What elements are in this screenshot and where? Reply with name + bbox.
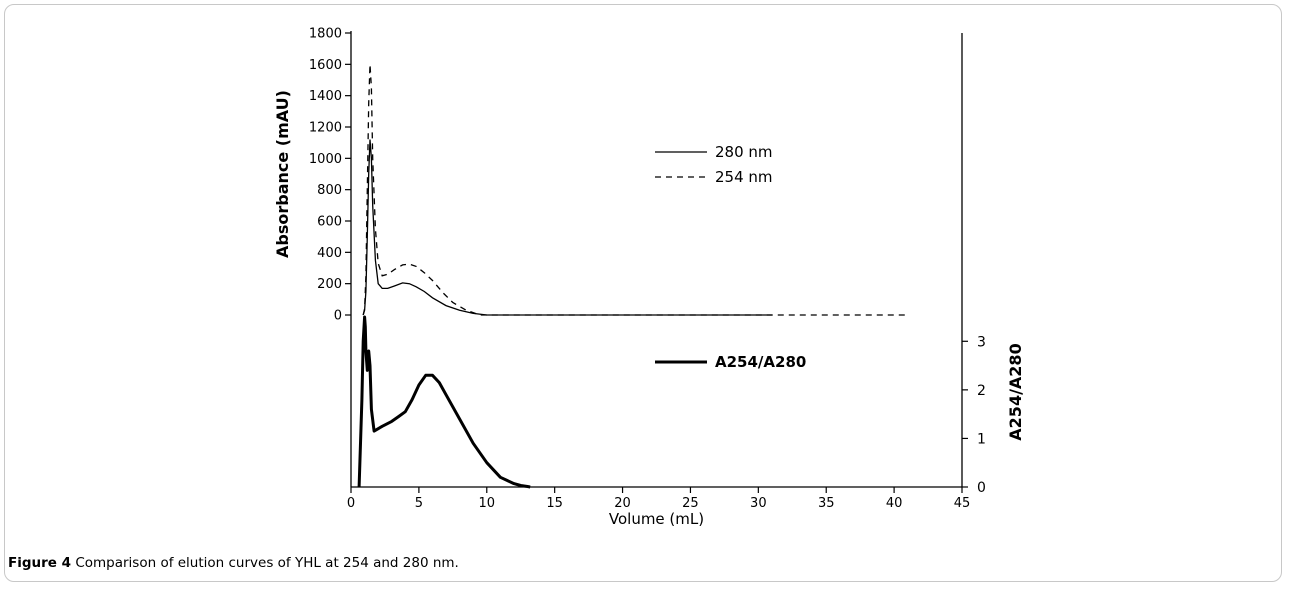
legend-254-label: 254 nm	[715, 168, 773, 186]
y-tick-label: 1400	[309, 89, 342, 104]
series-line-254-nm	[362, 64, 908, 316]
legend-ratio-label: A254/A280	[715, 353, 806, 371]
x-axis-label: Volume (mL)	[609, 510, 704, 528]
right-y-tick-label: 1	[977, 431, 986, 447]
x-tick-label: 5	[415, 496, 423, 511]
y-axis-label: Absorbance (mAU)	[273, 90, 292, 258]
figure-caption-text: Comparison of elution curves of YHL at 2…	[75, 555, 459, 571]
right-y-tick-label: 2	[977, 383, 986, 399]
y-tick-label: 1200	[309, 121, 342, 136]
figure-label: Figure 4	[8, 555, 72, 571]
x-tick-label: 15	[546, 496, 563, 511]
series-line-280-nm	[362, 139, 772, 316]
x-tick-label: 0	[347, 496, 355, 511]
right-y-axis-label: A254/A280	[1006, 343, 1025, 440]
y-tick-label: 1000	[309, 152, 342, 167]
y-tick-label: 1800	[309, 27, 342, 42]
y-tick-label: 600	[317, 215, 342, 230]
series-line-a254-a280	[357, 315, 531, 489]
legend-280-label: 280 nm	[715, 143, 773, 161]
right-y-tick-label: 3	[977, 334, 986, 350]
figure-frame	[4, 4, 1282, 582]
x-tick-label: 10	[479, 496, 496, 511]
x-tick-label: 30	[750, 496, 767, 511]
y-tick-label: 400	[317, 246, 342, 261]
right-y-tick-label: 0	[977, 480, 986, 496]
y-tick-label: 0	[334, 309, 342, 324]
x-tick-label: 45	[954, 496, 971, 511]
x-tick-label: 20	[614, 496, 631, 511]
y-tick-label: 1600	[309, 58, 342, 73]
y-tick-label: 800	[317, 183, 342, 198]
x-tick-label: 25	[682, 496, 699, 511]
x-tick-label: 40	[886, 496, 903, 511]
y-tick-label: 200	[317, 277, 342, 292]
figure-caption: Figure 4 Comparison of elution curves of…	[8, 555, 459, 571]
x-tick-label: 35	[818, 496, 835, 511]
